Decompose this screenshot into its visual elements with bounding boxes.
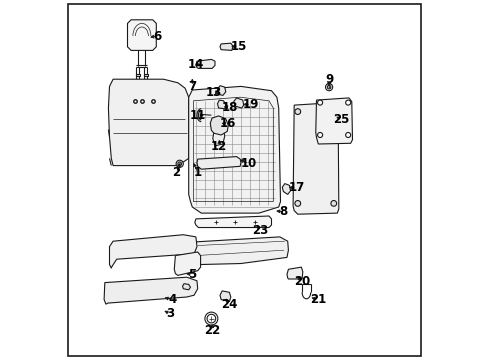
Text: 1: 1	[193, 166, 202, 179]
Polygon shape	[108, 79, 188, 166]
Text: 8: 8	[279, 205, 287, 218]
Circle shape	[345, 132, 350, 138]
Polygon shape	[286, 267, 302, 279]
Polygon shape	[127, 20, 156, 50]
Text: 3: 3	[166, 307, 174, 320]
Text: 13: 13	[205, 86, 222, 99]
Circle shape	[325, 84, 332, 91]
Polygon shape	[143, 74, 148, 76]
Polygon shape	[104, 277, 197, 304]
Text: 7: 7	[188, 80, 196, 93]
Polygon shape	[194, 216, 271, 228]
Polygon shape	[212, 127, 224, 146]
Polygon shape	[220, 291, 230, 302]
Text: 17: 17	[288, 181, 304, 194]
Circle shape	[176, 160, 183, 167]
Text: 11: 11	[189, 109, 205, 122]
Text: 4: 4	[168, 293, 176, 306]
Polygon shape	[217, 100, 225, 109]
Text: 12: 12	[211, 140, 227, 153]
Text: 21: 21	[309, 293, 326, 306]
Text: 10: 10	[240, 157, 256, 170]
Text: 5: 5	[188, 268, 196, 281]
Circle shape	[330, 109, 336, 114]
Circle shape	[345, 100, 350, 105]
Polygon shape	[109, 235, 197, 268]
Polygon shape	[188, 86, 280, 213]
Circle shape	[317, 132, 322, 138]
Circle shape	[294, 109, 300, 114]
Text: 25: 25	[332, 113, 348, 126]
Polygon shape	[282, 184, 290, 194]
Polygon shape	[210, 116, 228, 135]
Polygon shape	[136, 74, 140, 76]
Text: 18: 18	[222, 101, 238, 114]
Text: 22: 22	[203, 324, 220, 337]
Text: 2: 2	[172, 166, 180, 179]
Circle shape	[136, 80, 140, 84]
Text: 20: 20	[293, 275, 309, 288]
Circle shape	[317, 100, 322, 105]
Text: 24: 24	[221, 298, 237, 311]
Polygon shape	[193, 237, 288, 265]
Circle shape	[204, 312, 218, 325]
Text: 15: 15	[230, 40, 247, 53]
Text: 19: 19	[243, 98, 259, 111]
Circle shape	[143, 80, 148, 84]
Polygon shape	[217, 86, 225, 95]
Text: 23: 23	[252, 224, 268, 237]
Polygon shape	[233, 98, 244, 108]
Circle shape	[330, 201, 336, 206]
Text: 16: 16	[220, 117, 236, 130]
Polygon shape	[292, 103, 338, 214]
Text: 14: 14	[187, 58, 203, 71]
Polygon shape	[174, 252, 200, 275]
Polygon shape	[196, 59, 215, 68]
Polygon shape	[182, 284, 190, 290]
Circle shape	[294, 201, 300, 206]
Polygon shape	[197, 157, 241, 169]
Text: 6: 6	[153, 30, 161, 42]
Text: 9: 9	[325, 73, 332, 86]
Polygon shape	[315, 98, 352, 144]
Polygon shape	[220, 43, 232, 50]
